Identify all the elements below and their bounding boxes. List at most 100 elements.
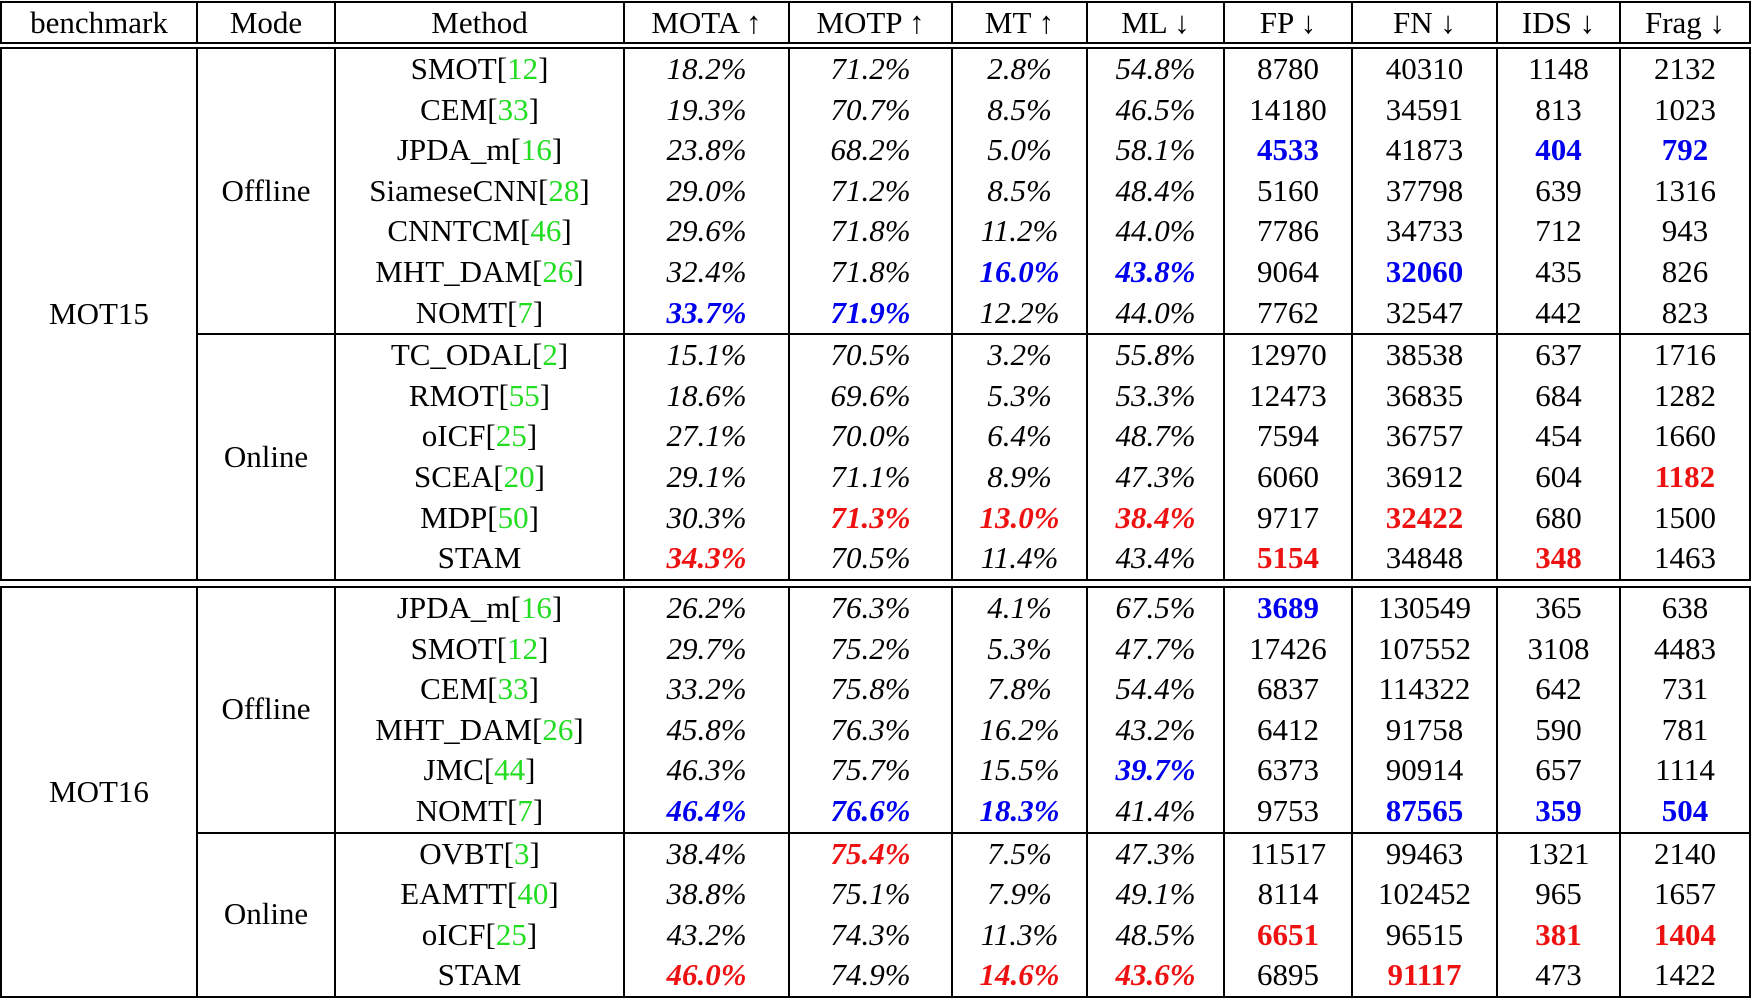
metric-value: 9753 xyxy=(1257,792,1319,828)
citation-link[interactable]: 7 xyxy=(517,294,533,330)
metric-cell: 43.2% xyxy=(623,914,789,956)
metric-cell: 6651 xyxy=(1223,914,1352,956)
method-name: NOMT xyxy=(415,792,508,828)
metric-cell: 38.4% xyxy=(623,831,789,875)
table-row: MHT_DAM[26] 45.8% 76.3% 16.2% 43.2% 6412 91758… xyxy=(1,709,1750,751)
metric-cell: 67.5% xyxy=(1086,587,1224,629)
column-header-6: ML ↓ xyxy=(1086,2,1224,43)
citation-link[interactable]: 50 xyxy=(497,499,529,535)
citation-link[interactable]: 16 xyxy=(520,132,552,168)
metric-cell: 53.3% xyxy=(1086,375,1224,417)
metric-value: 43.2% xyxy=(666,916,747,952)
metric-value: 11.3% xyxy=(980,916,1059,952)
citation-link[interactable]: 25 xyxy=(495,418,527,454)
metric-value: 17426 xyxy=(1249,630,1327,666)
metric-cell: 8.5% xyxy=(951,89,1087,131)
method-cell: JMC[44] xyxy=(334,750,624,791)
citation-link[interactable]: 26 xyxy=(542,711,574,747)
method-name: oICF xyxy=(421,916,486,952)
metric-cell: 7.9% xyxy=(951,874,1087,915)
citation-link[interactable]: 12 xyxy=(507,51,539,86)
metric-cell: 14180 xyxy=(1223,89,1352,131)
metric-cell: 9064 xyxy=(1223,251,1352,293)
metric-cell: 75.7% xyxy=(788,750,952,791)
metric-value: 3.2% xyxy=(987,337,1052,373)
metric-cell: 54.4% xyxy=(1086,669,1224,710)
metric-value: 114322 xyxy=(1378,671,1471,707)
column-header-2: Method xyxy=(334,2,624,43)
metric-cell: 74.9% xyxy=(788,955,952,997)
mode-cell: Online xyxy=(196,831,335,997)
metric-value: 442 xyxy=(1535,294,1582,330)
metric-cell: 4.1% xyxy=(951,587,1087,629)
metric-cell: 454 xyxy=(1496,416,1620,457)
metric-value: 75.7% xyxy=(830,752,911,788)
metric-value: 74.3% xyxy=(830,916,911,952)
metric-cell: 47.3% xyxy=(1086,831,1224,875)
metric-cell: 12473 xyxy=(1223,375,1352,417)
metric-cell: 76.3% xyxy=(788,587,952,629)
metric-cell: 9717 xyxy=(1223,497,1352,539)
metric-value: 2140 xyxy=(1654,835,1716,871)
citation-link[interactable]: 33 xyxy=(497,671,529,707)
metric-cell: 91758 xyxy=(1351,709,1497,751)
citation-link[interactable]: 44 xyxy=(494,752,526,788)
citation-link[interactable]: 7 xyxy=(517,792,533,828)
metric-cell: 43.4% xyxy=(1086,538,1224,580)
metric-cell: 604 xyxy=(1496,456,1620,498)
metric-value: 8.5% xyxy=(987,172,1052,208)
metric-cell: 32547 xyxy=(1351,292,1497,335)
metric-cell: 75.8% xyxy=(788,669,952,710)
citation-link[interactable]: 25 xyxy=(495,916,527,952)
metric-cell: 39.7% xyxy=(1086,750,1224,791)
metric-cell: 442 xyxy=(1496,292,1620,335)
citation-link[interactable]: 2 xyxy=(542,337,558,373)
metric-value: 87565 xyxy=(1385,792,1464,828)
citation-link[interactable]: 3 xyxy=(513,835,530,871)
citation-link[interactable]: 46 xyxy=(530,213,562,249)
metric-cell: 76.6% xyxy=(788,790,952,833)
metric-value: 1023 xyxy=(1654,91,1716,127)
metric-cell: 43.6% xyxy=(1086,955,1224,997)
metric-cell: 1182 xyxy=(1619,456,1750,498)
table-row: JMC[44] 46.3% 75.7% 15.5% 39.7% 6373 90914 657 1… xyxy=(1,750,1750,791)
metric-value: 5160 xyxy=(1257,172,1319,208)
metric-cell: 712 xyxy=(1496,211,1620,252)
metric-value: 473 xyxy=(1535,957,1582,993)
metric-value: 1660 xyxy=(1654,418,1716,454)
metric-cell: 19.3% xyxy=(623,89,789,131)
metric-cell: 70.5% xyxy=(788,538,952,580)
metric-value: 504 xyxy=(1661,792,1709,828)
metric-value: 8.5% xyxy=(987,91,1052,127)
citation-link[interactable]: 12 xyxy=(507,630,539,666)
metric-value: 27.1% xyxy=(666,418,747,454)
metric-cell: 813 xyxy=(1496,89,1620,131)
citation-link[interactable]: 16 xyxy=(520,590,552,625)
metric-cell: 27.1% xyxy=(623,416,789,457)
citation-link[interactable]: 26 xyxy=(542,253,574,289)
metric-cell: 826 xyxy=(1619,251,1750,293)
table-row: Online OVBT[3] 38.4% 75.4% 7.5% 47.3% 11517 994… xyxy=(1,831,1750,997)
metric-value: 32060 xyxy=(1385,253,1464,289)
metric-value: 2132 xyxy=(1654,51,1716,86)
column-header-7: FP ↓ xyxy=(1223,2,1352,43)
metric-value: 36835 xyxy=(1385,377,1464,413)
metric-value: 12.2% xyxy=(979,294,1060,330)
citation-link[interactable]: 28 xyxy=(548,172,580,208)
metric-value: 4533 xyxy=(1257,132,1319,168)
citation-link[interactable]: 40 xyxy=(517,876,549,912)
metric-cell: 29.7% xyxy=(623,628,789,670)
metric-value: 813 xyxy=(1535,91,1582,127)
citation-link[interactable]: 33 xyxy=(497,91,529,127)
method-cell: CEM[33] xyxy=(334,669,624,710)
method-name: NOMT xyxy=(415,294,508,330)
method-cell: MDP[50] xyxy=(334,497,624,539)
column-header-10: Frag ↓ xyxy=(1619,2,1750,43)
metric-cell: 29.6% xyxy=(623,211,789,252)
metric-value: 36912 xyxy=(1385,458,1464,494)
table-row: JPDA_m[16] 23.8% 68.2% 5.0% 58.1% 4533 41873 40… xyxy=(1,130,1750,171)
metric-cell: 46.0% xyxy=(623,955,789,997)
citation-link[interactable]: 55 xyxy=(508,377,540,413)
citation-link[interactable]: 20 xyxy=(503,458,535,494)
metric-cell: 642 xyxy=(1496,669,1620,710)
